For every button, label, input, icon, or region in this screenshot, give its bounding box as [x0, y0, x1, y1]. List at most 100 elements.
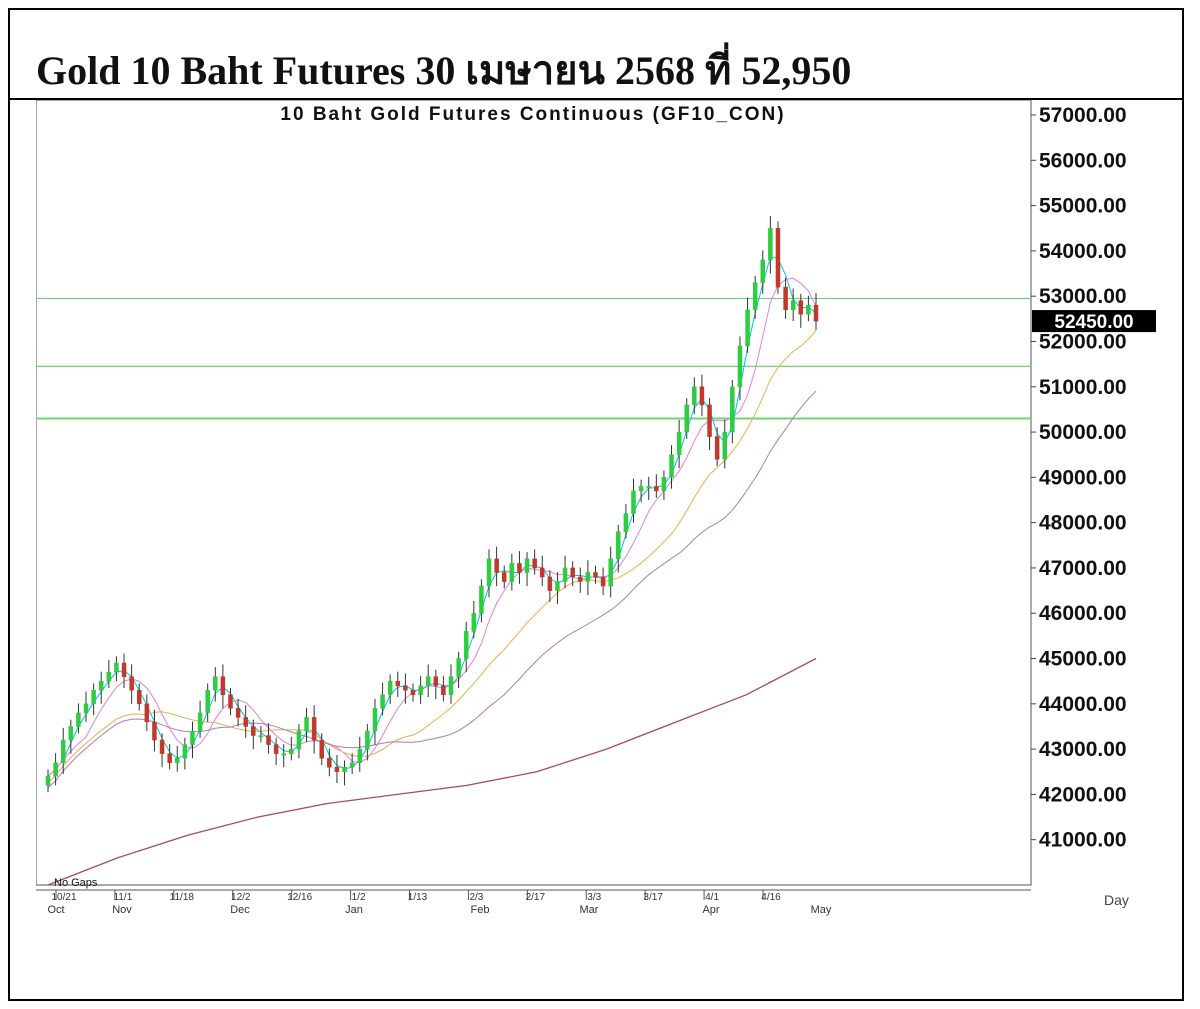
candle-down [129, 676, 134, 691]
last-price-label: 52450.00 [1054, 312, 1133, 333]
candle-up [304, 717, 309, 732]
candle-up [357, 748, 363, 763]
candle-down [273, 744, 279, 754]
y-tick-label: 53000.00 [1039, 285, 1127, 308]
candle-up [448, 676, 454, 696]
candle-down [813, 304, 819, 322]
candle-down [334, 766, 340, 773]
candle-up [182, 744, 188, 759]
x-date-label: 12/16 [287, 892, 312, 903]
candle-down [775, 227, 781, 288]
candle-up [289, 748, 294, 754]
y-tick-label: 47000.00 [1039, 557, 1127, 580]
x-month-label: Dec [230, 904, 250, 916]
candle-up [684, 404, 689, 433]
candle-up [471, 612, 477, 632]
y-tick-label: 48000.00 [1039, 512, 1127, 535]
candle-down [311, 717, 317, 741]
x-date-label: 3/17 [643, 892, 663, 903]
x-date-label: 4/16 [761, 892, 781, 903]
candle-down [228, 694, 233, 709]
candle-down [121, 662, 127, 677]
candle-down [593, 572, 598, 578]
x-date-label: 12/2 [231, 892, 251, 903]
candle-up [768, 227, 773, 261]
x-date-label: 1/2 [352, 892, 366, 903]
candle-down [410, 689, 416, 696]
candle-up [114, 662, 119, 673]
candle-up [661, 477, 667, 492]
candle-up [53, 762, 58, 777]
candle-down [159, 739, 165, 754]
candle-up [730, 386, 735, 433]
candle-up [205, 689, 210, 714]
candle-up [760, 259, 766, 283]
candle-down [699, 386, 705, 406]
candle-up [790, 300, 796, 311]
candle-down [403, 685, 408, 691]
candle-up [745, 309, 750, 347]
candle-down [798, 300, 804, 315]
candle-up [281, 753, 286, 756]
moving-average-200-line [47, 657, 817, 886]
x-date-label: 11/1 [114, 892, 133, 903]
candle-down [433, 676, 439, 686]
candle-up [197, 712, 203, 732]
candle-up [486, 558, 492, 587]
candle-down [152, 721, 157, 741]
y-tick-label: 46000.00 [1039, 602, 1127, 625]
candle-up [76, 712, 81, 727]
candle-down [532, 558, 537, 569]
candle-down [144, 703, 150, 723]
candle-up [806, 304, 811, 315]
x-month-label: Nov [112, 904, 132, 916]
candle-down [243, 717, 248, 727]
candle-up [608, 558, 613, 587]
y-tick-label: 49000.00 [1039, 466, 1127, 489]
chart-container: 57000.00 56000.00 55000.00 54000.00 53000.00… [35, 99, 1164, 916]
candle-down [570, 567, 575, 578]
candle-up [669, 454, 674, 478]
y-tick-label: 57000.00 [1039, 104, 1127, 127]
candle-down [235, 708, 241, 718]
candle-down [136, 689, 142, 705]
candle-down [501, 572, 507, 582]
candle-up [479, 585, 484, 614]
candle-up [418, 685, 423, 696]
y-tick-label: 56000.00 [1039, 149, 1127, 172]
x-month-label: Oct [47, 904, 64, 916]
gold-futures-chart: 57000.00 56000.00 55000.00 54000.00 53000.00… [35, 99, 1156, 916]
bottom-border [8, 999, 1184, 1001]
period-label: Day [1104, 892, 1129, 908]
candle-up [60, 739, 66, 763]
y-tick-label: 54000.00 [1039, 240, 1127, 263]
candle-down [714, 436, 720, 460]
x-month-label: Apr [702, 904, 719, 916]
page-title: Gold 10 Baht Futures 30 เมษายน 2568 ที่ … [36, 48, 852, 93]
candle-up [638, 486, 644, 492]
candle-up [349, 762, 355, 768]
y-tick-label: 42000.00 [1039, 783, 1127, 806]
candle-up [722, 431, 728, 460]
candle-down [494, 558, 499, 573]
moving-average-long-line [47, 390, 817, 788]
candle-up [524, 558, 530, 573]
y-tick-label: 41000.00 [1039, 829, 1127, 852]
candle-down [578, 576, 583, 582]
x-date-label: 11/18 [170, 892, 195, 903]
candle-up [752, 282, 758, 311]
candle-up [425, 676, 431, 686]
no-gaps-note: No Gaps [54, 877, 98, 889]
candle-down [547, 576, 553, 591]
candle-up [372, 708, 378, 732]
candle-up [585, 572, 591, 582]
candle-down [251, 726, 256, 736]
candle-down [517, 563, 522, 573]
y-tick-label: 50000.00 [1039, 421, 1127, 444]
y-tick-label: 44000.00 [1039, 693, 1127, 716]
candle-down [327, 757, 332, 768]
x-date-label: 2/3 [469, 892, 483, 903]
candle-down [395, 680, 401, 686]
candle-down [654, 486, 659, 492]
candle-up [68, 726, 74, 741]
